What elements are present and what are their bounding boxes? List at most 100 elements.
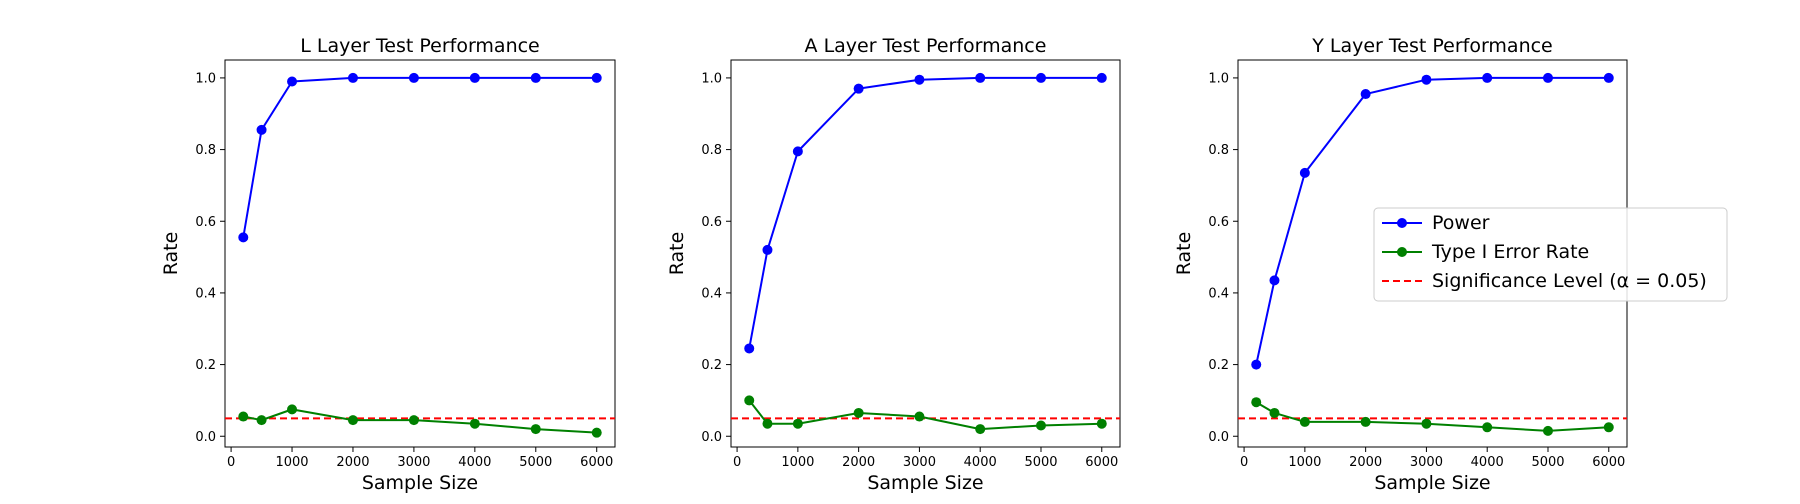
series-line-type-i-error-rate bbox=[1255, 401, 1609, 432]
data-point-power bbox=[975, 72, 986, 83]
x-tick-label: 1000 bbox=[1288, 455, 1321, 470]
data-point-type-i-error-rate bbox=[1251, 397, 1262, 408]
x-tick-label: 6000 bbox=[1592, 455, 1625, 470]
data-point-type-i-error-rate bbox=[1360, 416, 1371, 427]
x-tick-label: 3000 bbox=[903, 455, 936, 470]
x-tick-label: 0 bbox=[227, 455, 235, 470]
data-point-type-i-error-rate bbox=[591, 427, 602, 438]
data-point-power bbox=[591, 72, 602, 83]
data-point-power bbox=[1482, 72, 1493, 83]
x-axis-label: Sample Size bbox=[362, 472, 478, 494]
data-point-type-i-error-rate bbox=[744, 395, 755, 406]
data-point-power bbox=[853, 83, 864, 94]
x-tick-label: 6000 bbox=[1085, 455, 1118, 470]
x-tick-label: 0 bbox=[1240, 455, 1248, 470]
chart-title: A Layer Test Performance bbox=[805, 35, 1047, 57]
series-line-power bbox=[242, 76, 597, 238]
data-point-power bbox=[1251, 359, 1262, 370]
plot-frame bbox=[224, 59, 616, 448]
data-point-type-i-error-rate bbox=[762, 418, 773, 429]
data-point-power bbox=[1603, 72, 1614, 83]
x-tick-label: 5000 bbox=[519, 455, 552, 470]
y-tick-label: 1.0 bbox=[195, 71, 216, 86]
y-tick-label: 0.4 bbox=[1208, 286, 1229, 301]
chart-panel-3: Y Layer Test Performance 0 1000 2000 3000 400… bbox=[1173, 35, 1728, 494]
data-point-power bbox=[1096, 72, 1107, 83]
series-line-power bbox=[1255, 76, 1609, 365]
data-point-power bbox=[469, 72, 480, 83]
y-tick-label: 0.6 bbox=[701, 215, 722, 230]
chart-panel-1: L Layer Test Performance 0 1000 2000 3000 400… bbox=[160, 35, 616, 494]
x-tick-label: 3000 bbox=[1410, 455, 1443, 470]
data-point-power bbox=[744, 343, 755, 354]
data-point-type-i-error-rate bbox=[1603, 422, 1614, 433]
data-point-power bbox=[238, 232, 249, 243]
data-point-type-i-error-rate bbox=[1542, 425, 1553, 436]
legend-swatch-marker bbox=[1397, 247, 1407, 257]
x-tick-label: 4000 bbox=[1471, 455, 1504, 470]
series-line-type-i-error-rate bbox=[748, 399, 1102, 431]
chart-title: L Layer Test Performance bbox=[300, 35, 540, 57]
plot-frame bbox=[730, 59, 1121, 448]
data-point-type-i-error-rate bbox=[1482, 422, 1493, 433]
data-point-power bbox=[792, 146, 803, 157]
y-tick-label: 0.8 bbox=[195, 143, 216, 158]
x-tick-label: 6000 bbox=[580, 455, 613, 470]
y-tick-label: 0.4 bbox=[701, 286, 722, 301]
y-tick-label: 0.6 bbox=[195, 215, 216, 230]
legend-box bbox=[1373, 207, 1728, 302]
data-point-power bbox=[408, 72, 419, 83]
data-point-power bbox=[256, 124, 267, 135]
data-point-power bbox=[287, 76, 298, 87]
data-point-type-i-error-rate bbox=[1299, 416, 1310, 427]
data-point-type-i-error-rate bbox=[1096, 418, 1107, 429]
x-tick-label: 5000 bbox=[1531, 455, 1564, 470]
x-tick-label: 4000 bbox=[964, 455, 997, 470]
data-point-type-i-error-rate bbox=[792, 418, 803, 429]
data-point-type-i-error-rate bbox=[256, 415, 267, 426]
legend-swatch-marker bbox=[1397, 218, 1407, 228]
x-tick-label: 2000 bbox=[842, 455, 875, 470]
x-tick-label: 3000 bbox=[397, 455, 430, 470]
data-point-power bbox=[347, 72, 358, 83]
x-tick-label: 1000 bbox=[275, 455, 308, 470]
data-point-power bbox=[1035, 72, 1046, 83]
chart-panel-2: A Layer Test Performance 0 1000 2000 3000 400… bbox=[666, 35, 1121, 494]
x-axis-label: Sample Size bbox=[867, 472, 983, 494]
series-line-power bbox=[748, 76, 1102, 349]
data-point-type-i-error-rate bbox=[1269, 407, 1280, 418]
data-point-power bbox=[530, 72, 541, 83]
data-point-power bbox=[1360, 89, 1371, 100]
data-point-type-i-error-rate bbox=[238, 411, 249, 422]
y-tick-label: 0.8 bbox=[1208, 143, 1229, 158]
data-point-type-i-error-rate bbox=[1035, 420, 1046, 431]
x-tick-label: 2000 bbox=[336, 455, 369, 470]
x-tick-label: 1000 bbox=[781, 455, 814, 470]
x-axis-label: Sample Size bbox=[1374, 472, 1490, 494]
data-point-power bbox=[1299, 167, 1310, 178]
data-point-type-i-error-rate bbox=[1421, 418, 1432, 429]
legend-label: Type I Error Rate bbox=[1431, 241, 1589, 263]
data-point-type-i-error-rate bbox=[347, 415, 358, 426]
x-tick-label: 5000 bbox=[1024, 455, 1057, 470]
data-point-power bbox=[1421, 74, 1432, 85]
data-point-type-i-error-rate bbox=[853, 407, 864, 418]
data-point-type-i-error-rate bbox=[975, 424, 986, 435]
y-tick-label: 0.8 bbox=[701, 143, 722, 158]
x-tick-label: 4000 bbox=[458, 455, 491, 470]
y-tick-label: 0.2 bbox=[1208, 358, 1229, 373]
y-tick-label: 0.4 bbox=[195, 286, 216, 301]
series-line-type-i-error-rate bbox=[243, 408, 597, 434]
y-tick-label: 0.0 bbox=[1208, 430, 1229, 445]
x-tick-label: 2000 bbox=[1349, 455, 1382, 470]
y-tick-label: 0.0 bbox=[195, 430, 216, 445]
data-point-power bbox=[762, 244, 773, 255]
y-tick-label: 0.6 bbox=[1208, 215, 1229, 230]
data-point-type-i-error-rate bbox=[469, 418, 480, 429]
y-tick-label: 0.0 bbox=[701, 430, 722, 445]
y-axis-label: Rate bbox=[666, 232, 688, 276]
y-tick-label: 1.0 bbox=[701, 71, 722, 86]
x-tick-label: 0 bbox=[733, 455, 741, 470]
